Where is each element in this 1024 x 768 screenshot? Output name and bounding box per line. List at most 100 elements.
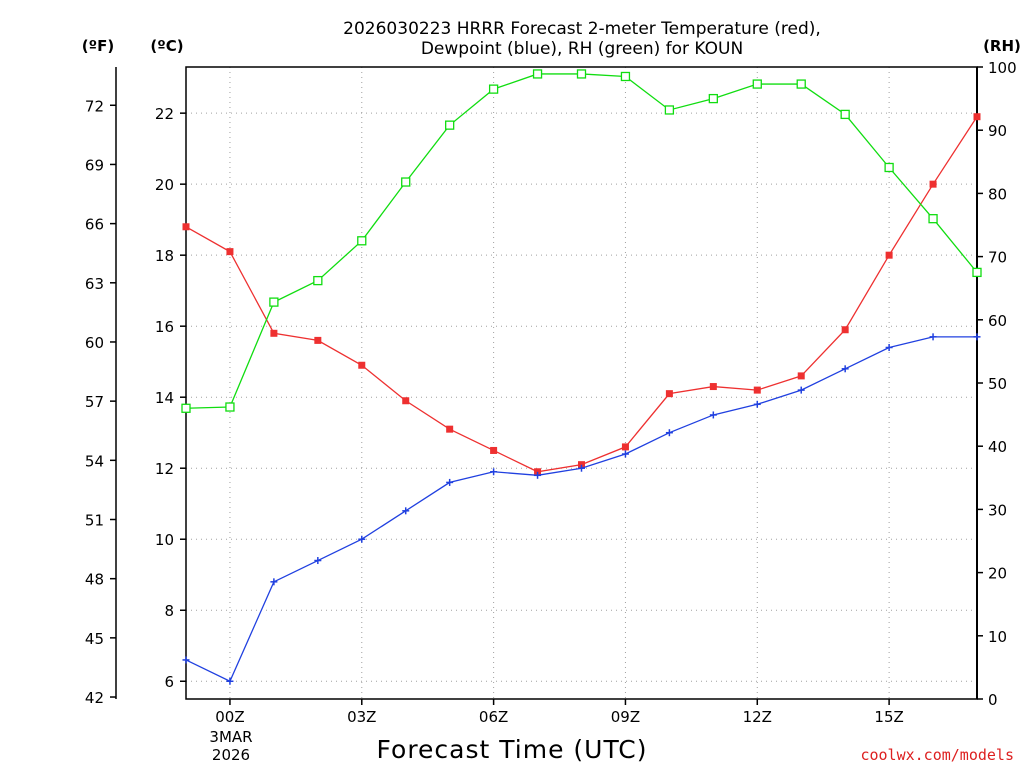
dewpoint-point [182, 656, 190, 664]
temperature-point [709, 383, 717, 391]
x-tick-label: 00Z [215, 708, 244, 726]
rh-tick-label: 70 [988, 249, 1007, 267]
celsius-tick-label: 14 [155, 389, 174, 407]
rh-point [532, 69, 543, 79]
rh-tick-label: 0 [988, 691, 998, 709]
rh-point [752, 79, 762, 89]
rh-point [445, 120, 455, 130]
temperature-point [182, 223, 190, 231]
series [181, 69, 982, 685]
rh-point [664, 105, 675, 115]
temperature-point [402, 397, 410, 405]
temperature-point [973, 113, 981, 121]
rh-point [269, 297, 279, 307]
temperature-point [226, 248, 234, 256]
dewpoint-point [226, 677, 234, 685]
fahrenheit-tick-label: 48 [85, 571, 104, 589]
rh-point [928, 214, 938, 224]
dewpoint-point [270, 578, 278, 586]
dewpoint-point [929, 333, 937, 341]
temperature-point [446, 425, 454, 433]
dewpoint-point [402, 507, 410, 515]
rh-point [313, 275, 323, 286]
fahrenheit-tick-label: 51 [85, 511, 104, 529]
fahrenheit-axis-unit: (ºF) [82, 37, 114, 55]
celsius-tick-label: 6 [164, 673, 174, 691]
temperature-point [885, 251, 893, 259]
rh-point [972, 267, 982, 278]
celsius-tick-label: 16 [155, 318, 174, 336]
rh-point [840, 109, 850, 120]
dewpoint-point [446, 478, 454, 486]
fahrenheit-tick-label: 45 [85, 630, 104, 648]
dewpoint-point [534, 471, 542, 479]
x-tick-label: 15Z [874, 708, 903, 726]
rh-point [401, 177, 411, 187]
temperature-point [270, 329, 278, 337]
chart-title-line1: 2026030223 HRRR Forecast 2-meter Tempera… [343, 19, 821, 39]
temperature-point [358, 361, 366, 369]
celsius-tick-label: 20 [155, 176, 174, 194]
x-tick-label: 12Z [743, 708, 772, 726]
rh-tick-label: 10 [988, 628, 1007, 646]
rh-tick-label: 60 [988, 312, 1007, 330]
temperature-point [534, 468, 542, 476]
dewpoint-point [578, 464, 585, 472]
rh-point [620, 71, 631, 82]
rh-axis-unit: (RH) [983, 37, 1021, 55]
series-dewpoint [182, 333, 981, 685]
celsius-tick-label: 18 [155, 247, 174, 265]
series-rh [181, 69, 982, 413]
dewpoint-point [358, 535, 366, 543]
fahrenheit-tick-label: 54 [85, 452, 104, 470]
celsius-tick-label: 8 [164, 602, 174, 620]
x-axis-label: Forecast Time (UTC) [377, 735, 648, 764]
celsius-tick-label: 22 [155, 105, 174, 123]
dewpoint-point [665, 429, 673, 437]
temperature-point [578, 461, 585, 469]
series-temperature [182, 113, 981, 476]
dewpoint-point [885, 343, 893, 351]
grid [186, 67, 977, 699]
rh-point [488, 84, 499, 94]
x-date-label-month: 3MAR [209, 728, 252, 746]
chart-title-line2: Dewpoint (blue), RH (green) for KOUN [421, 39, 743, 59]
x-date-label-year: 2026 [212, 746, 250, 764]
rh-tick-label: 90 [988, 122, 1007, 140]
fahrenheit-tick-label: 42 [85, 689, 104, 707]
dewpoint-point [314, 557, 322, 565]
fahrenheit-tick-label: 66 [85, 216, 104, 234]
celsius-tick-label: 12 [155, 460, 174, 478]
rh-tick-label: 80 [988, 185, 1007, 203]
temperature-point [314, 336, 322, 344]
dewpoint-point [973, 333, 981, 341]
rh-point [181, 403, 191, 413]
rh-tick-label: 40 [988, 438, 1007, 456]
fahrenheit-tick-label: 63 [85, 275, 104, 293]
rh-point [884, 162, 894, 173]
rh-point [796, 79, 806, 89]
celsius-tick-label: 10 [155, 531, 174, 549]
rh-point [576, 69, 587, 79]
temperature-point [490, 446, 498, 454]
dewpoint-point [797, 386, 805, 394]
celsius-axis-unit: (ºC) [150, 37, 183, 55]
temperature-point [621, 443, 629, 451]
temperature-point [753, 386, 761, 394]
dewpoint-point [709, 411, 717, 419]
credit-text: coolwx.com/models [860, 746, 1014, 764]
temperature-point [929, 180, 937, 188]
x-tick-label: 09Z [611, 708, 640, 726]
fahrenheit-tick-label: 60 [85, 334, 104, 352]
rh-point [357, 236, 367, 246]
dewpoint-point [621, 450, 629, 458]
fahrenheit-tick-label: 72 [85, 97, 104, 115]
rh-point [225, 402, 235, 412]
x-tick-label: 03Z [347, 708, 376, 726]
temperature-line [185, 116, 978, 473]
plot-frame [185, 66, 978, 700]
rh-tick-label: 20 [988, 565, 1007, 583]
temperature-point [797, 372, 805, 380]
temperature-point [841, 326, 849, 334]
